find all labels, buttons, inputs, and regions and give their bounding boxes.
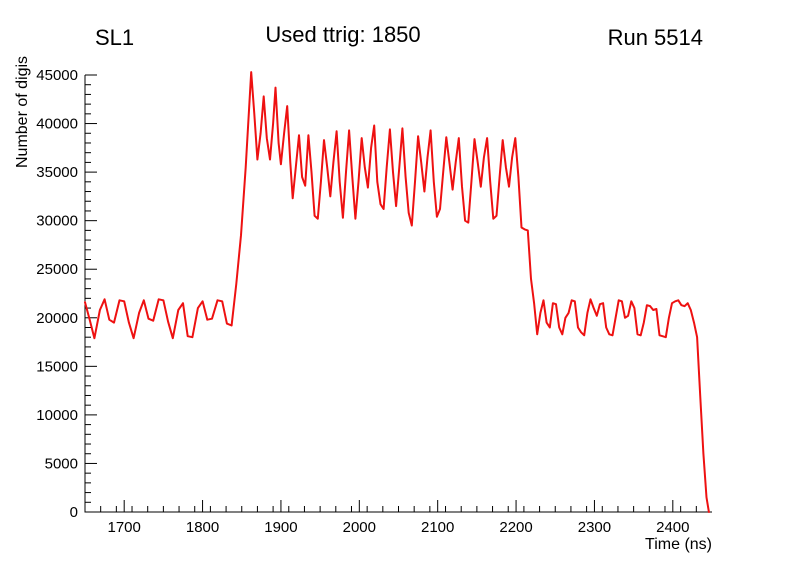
x-tick-label: 2100 — [421, 519, 454, 536]
y-tick-label: 5000 — [45, 455, 78, 472]
y-tick-label: 25000 — [36, 261, 78, 278]
x-tick-label: 1900 — [264, 519, 297, 536]
pad-title-left: SL1 — [95, 25, 134, 50]
y-axis-title: Number of digis — [14, 56, 31, 168]
y-tick-label: 0 — [70, 504, 78, 521]
axes — [84, 75, 712, 513]
x-tick-label: 1700 — [108, 519, 141, 536]
pad-title-right: Run 5514 — [608, 25, 703, 50]
x-tick-label: 1800 — [186, 519, 219, 536]
digis-vs-time-line — [84, 71, 710, 513]
x-axis-title: Time (ns) — [645, 536, 712, 553]
x-tick-label: 2400 — [656, 519, 689, 536]
y-tick-label: 30000 — [36, 213, 78, 230]
y-tick-label: 40000 — [36, 116, 78, 133]
data-series — [84, 71, 710, 513]
x-tick-label: 2200 — [499, 519, 532, 536]
x-tick-label: 2000 — [343, 519, 376, 536]
x-axis-ticks: 1700 1800 1900 2000 2100 2200 2300 2400 — [100, 500, 697, 536]
x-tick-label: 2300 — [578, 519, 611, 536]
y-tick-label: 35000 — [36, 164, 78, 181]
y-tick-label: 10000 — [36, 407, 78, 424]
axis-lines — [84, 75, 712, 513]
y-axis-ticks: 0 5000 10000 15000 20000 25000 30000 35000 40000… — [36, 67, 97, 521]
y-tick-label: 20000 — [36, 310, 78, 327]
pad-title-center: Used ttrig: 1850 — [265, 22, 420, 47]
y-tick-label: 45000 — [36, 67, 78, 84]
y-tick-label: 15000 — [36, 358, 78, 375]
